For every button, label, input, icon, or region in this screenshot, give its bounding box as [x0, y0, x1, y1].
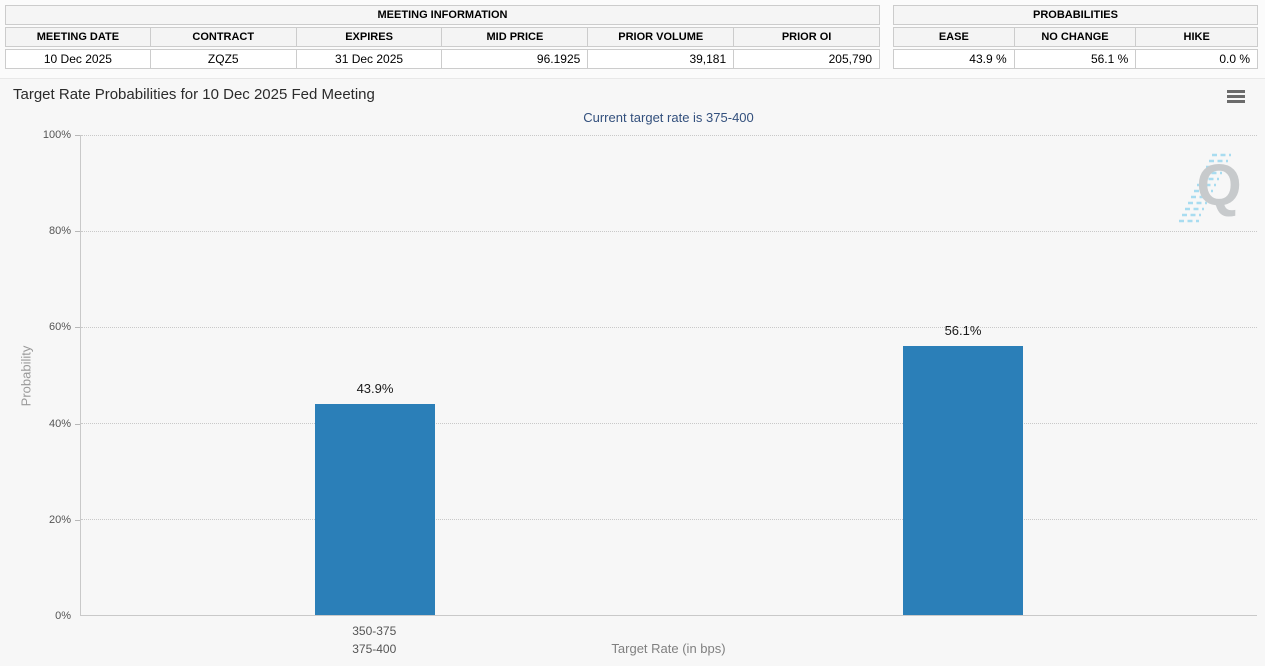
col-meeting-date: MEETING DATE [5, 27, 151, 47]
probabilities-table: PROBABILITIES EASE NO CHANGE HIKE 43.9 %… [893, 3, 1258, 71]
bar-350-375[interactable] [315, 404, 435, 615]
x-axis: 350-375 375-400 [80, 622, 1257, 658]
meeting-date-value: 10 Dec 2025 [5, 49, 151, 69]
quikstrike-q-watermark-icon: Q [1179, 153, 1242, 223]
col-contract: CONTRACT [150, 27, 297, 47]
no-change-value: 56.1 % [1014, 49, 1137, 69]
y-tick-mark [75, 423, 80, 425]
probabilities-title: PROBABILITIES [893, 5, 1258, 25]
col-expires: EXPIRES [296, 27, 443, 47]
category-band: 56.1% [669, 135, 1257, 615]
hike-value: 0.0 % [1136, 49, 1258, 69]
bar-value-label: 43.9% [356, 381, 394, 397]
col-mid-price: MID PRICE [442, 27, 589, 47]
y-tick-label: 100% [42, 129, 71, 141]
col-hike: HIKE [1136, 27, 1258, 47]
prior-volume-value: 39,181 [588, 49, 735, 69]
x-tick-label: 350-375 [352, 624, 397, 638]
gridline-100 [81, 135, 1257, 136]
meeting-information-table: MEETING INFORMATION MEETING DATE CONTRAC… [5, 3, 880, 71]
summary-tables: MEETING INFORMATION MEETING DATE CONTRAC… [5, 3, 1258, 71]
y-tick-label: 40% [48, 417, 71, 430]
col-prior-volume: PRIOR VOLUME [588, 27, 735, 47]
col-ease: EASE [893, 27, 1015, 47]
y-tick-mark [75, 327, 80, 329]
ease-value: 43.9 % [893, 49, 1015, 69]
y-tick-label: 0% [55, 610, 71, 622]
plot-area: 43.9% 56.1% [80, 135, 1257, 616]
gridline-20 [81, 519, 1257, 520]
prior-oi-value: 205,790 [734, 49, 880, 69]
y-axis: 100% 80% 60% 40% 20% 0% [0, 129, 80, 622]
y-tick-mark [75, 135, 80, 136]
watermark-letter: Q [1196, 153, 1241, 218]
contract-value: ZQZ5 [150, 49, 297, 69]
bar-375-400[interactable] [903, 345, 1023, 615]
x-axis-title: Target Rate (in bps) [611, 641, 726, 656]
chart-subtitle: Current target rate is 375-400 [583, 110, 754, 125]
expires-value: 31 Dec 2025 [296, 49, 443, 69]
bar-value-label: 56.1% [944, 322, 982, 338]
category-band: 43.9% [81, 135, 669, 615]
chart-title: Target Rate Probabilities for 10 Dec 202… [13, 86, 375, 103]
y-tick-mark [75, 231, 80, 233]
chart-panel: Target Rate Probabilities for 10 Dec 202… [0, 78, 1265, 666]
y-tick-label: 60% [48, 321, 71, 334]
col-prior-oi: PRIOR OI [734, 27, 880, 47]
gridline-80 [81, 231, 1257, 232]
hamburger-menu-icon[interactable] [1227, 90, 1245, 103]
x-tick-label: 375-400 [352, 642, 397, 656]
meeting-information-title: MEETING INFORMATION [5, 5, 880, 25]
y-tick-label: 80% [48, 225, 71, 238]
mid-price-value: 96.1925 [442, 49, 589, 69]
gridline-40 [81, 423, 1257, 424]
y-tick-label: 20% [48, 513, 71, 526]
y-tick-mark [75, 519, 80, 521]
col-no-change: NO CHANGE [1014, 27, 1137, 47]
gridline-60 [81, 327, 1257, 328]
